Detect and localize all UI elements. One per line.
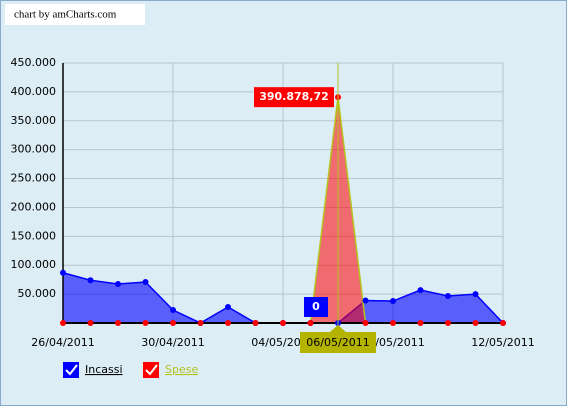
data-point <box>362 297 369 304</box>
data-point <box>307 320 314 326</box>
data-point <box>60 320 66 326</box>
data-point <box>115 281 121 287</box>
data-point <box>500 320 506 326</box>
y-tick-label: 150.000 <box>11 229 57 242</box>
data-point <box>252 320 259 326</box>
x-tick-label: 26/04/2011 <box>31 336 94 349</box>
legend-checkbox[interactable] <box>143 362 159 378</box>
legend-checkbox[interactable] <box>63 362 79 378</box>
data-point <box>225 303 231 310</box>
y-tick-label: 250.000 <box>11 172 57 185</box>
x-tick-label: 08/05/2011 <box>361 336 424 349</box>
y-tick-label: 450.000 <box>11 56 57 69</box>
data-point <box>417 287 424 294</box>
cursor-label: 06/05/2011 <box>306 336 369 349</box>
value-balloon-label: 0 <box>312 300 320 313</box>
value-balloon-label: 390.878,72 <box>259 90 329 103</box>
value-balloon <box>304 297 328 317</box>
credit[interactable]: chart by amCharts.com <box>14 9 117 21</box>
data-point <box>87 320 94 326</box>
cursor-balloon-arrow <box>330 325 346 332</box>
y-tick-label: 350.000 <box>11 114 57 127</box>
x-tick-label: 04/05/2011 <box>251 336 314 349</box>
legend-check[interactable] <box>65 364 78 376</box>
x-tick-label: 30/04/2011 <box>141 336 204 349</box>
data-point <box>142 320 149 326</box>
y-tick-label: 200.000 <box>11 200 57 213</box>
data-point <box>60 269 66 276</box>
data-point <box>417 320 424 326</box>
y-tick-label: 50.000 <box>18 287 57 300</box>
data-point <box>225 320 231 326</box>
data-point <box>197 320 204 326</box>
data-point <box>445 320 451 326</box>
data-point <box>362 320 369 326</box>
data-point <box>87 277 94 284</box>
data-point <box>472 291 479 298</box>
data-point <box>390 298 396 305</box>
data-point <box>170 307 176 313</box>
data-point <box>115 320 121 326</box>
credit-box <box>5 4 145 25</box>
data-point <box>390 320 396 326</box>
legend-label[interactable]: Spese <box>165 363 198 376</box>
value-balloon <box>254 87 334 108</box>
data-point <box>142 278 149 285</box>
data-point <box>170 320 176 326</box>
legend-label[interactable]: Incassi <box>85 363 123 376</box>
data-point <box>445 293 451 300</box>
legend-check[interactable] <box>145 364 158 376</box>
data-point <box>472 320 479 326</box>
cursor-balloon <box>300 332 376 353</box>
data-point <box>280 320 286 326</box>
y-tick-label: 400.000 <box>11 85 57 98</box>
y-tick-label: 100.000 <box>11 258 57 271</box>
y-tick-label: 300.000 <box>11 143 57 156</box>
x-tick-label: 12/05/2011 <box>471 336 534 349</box>
